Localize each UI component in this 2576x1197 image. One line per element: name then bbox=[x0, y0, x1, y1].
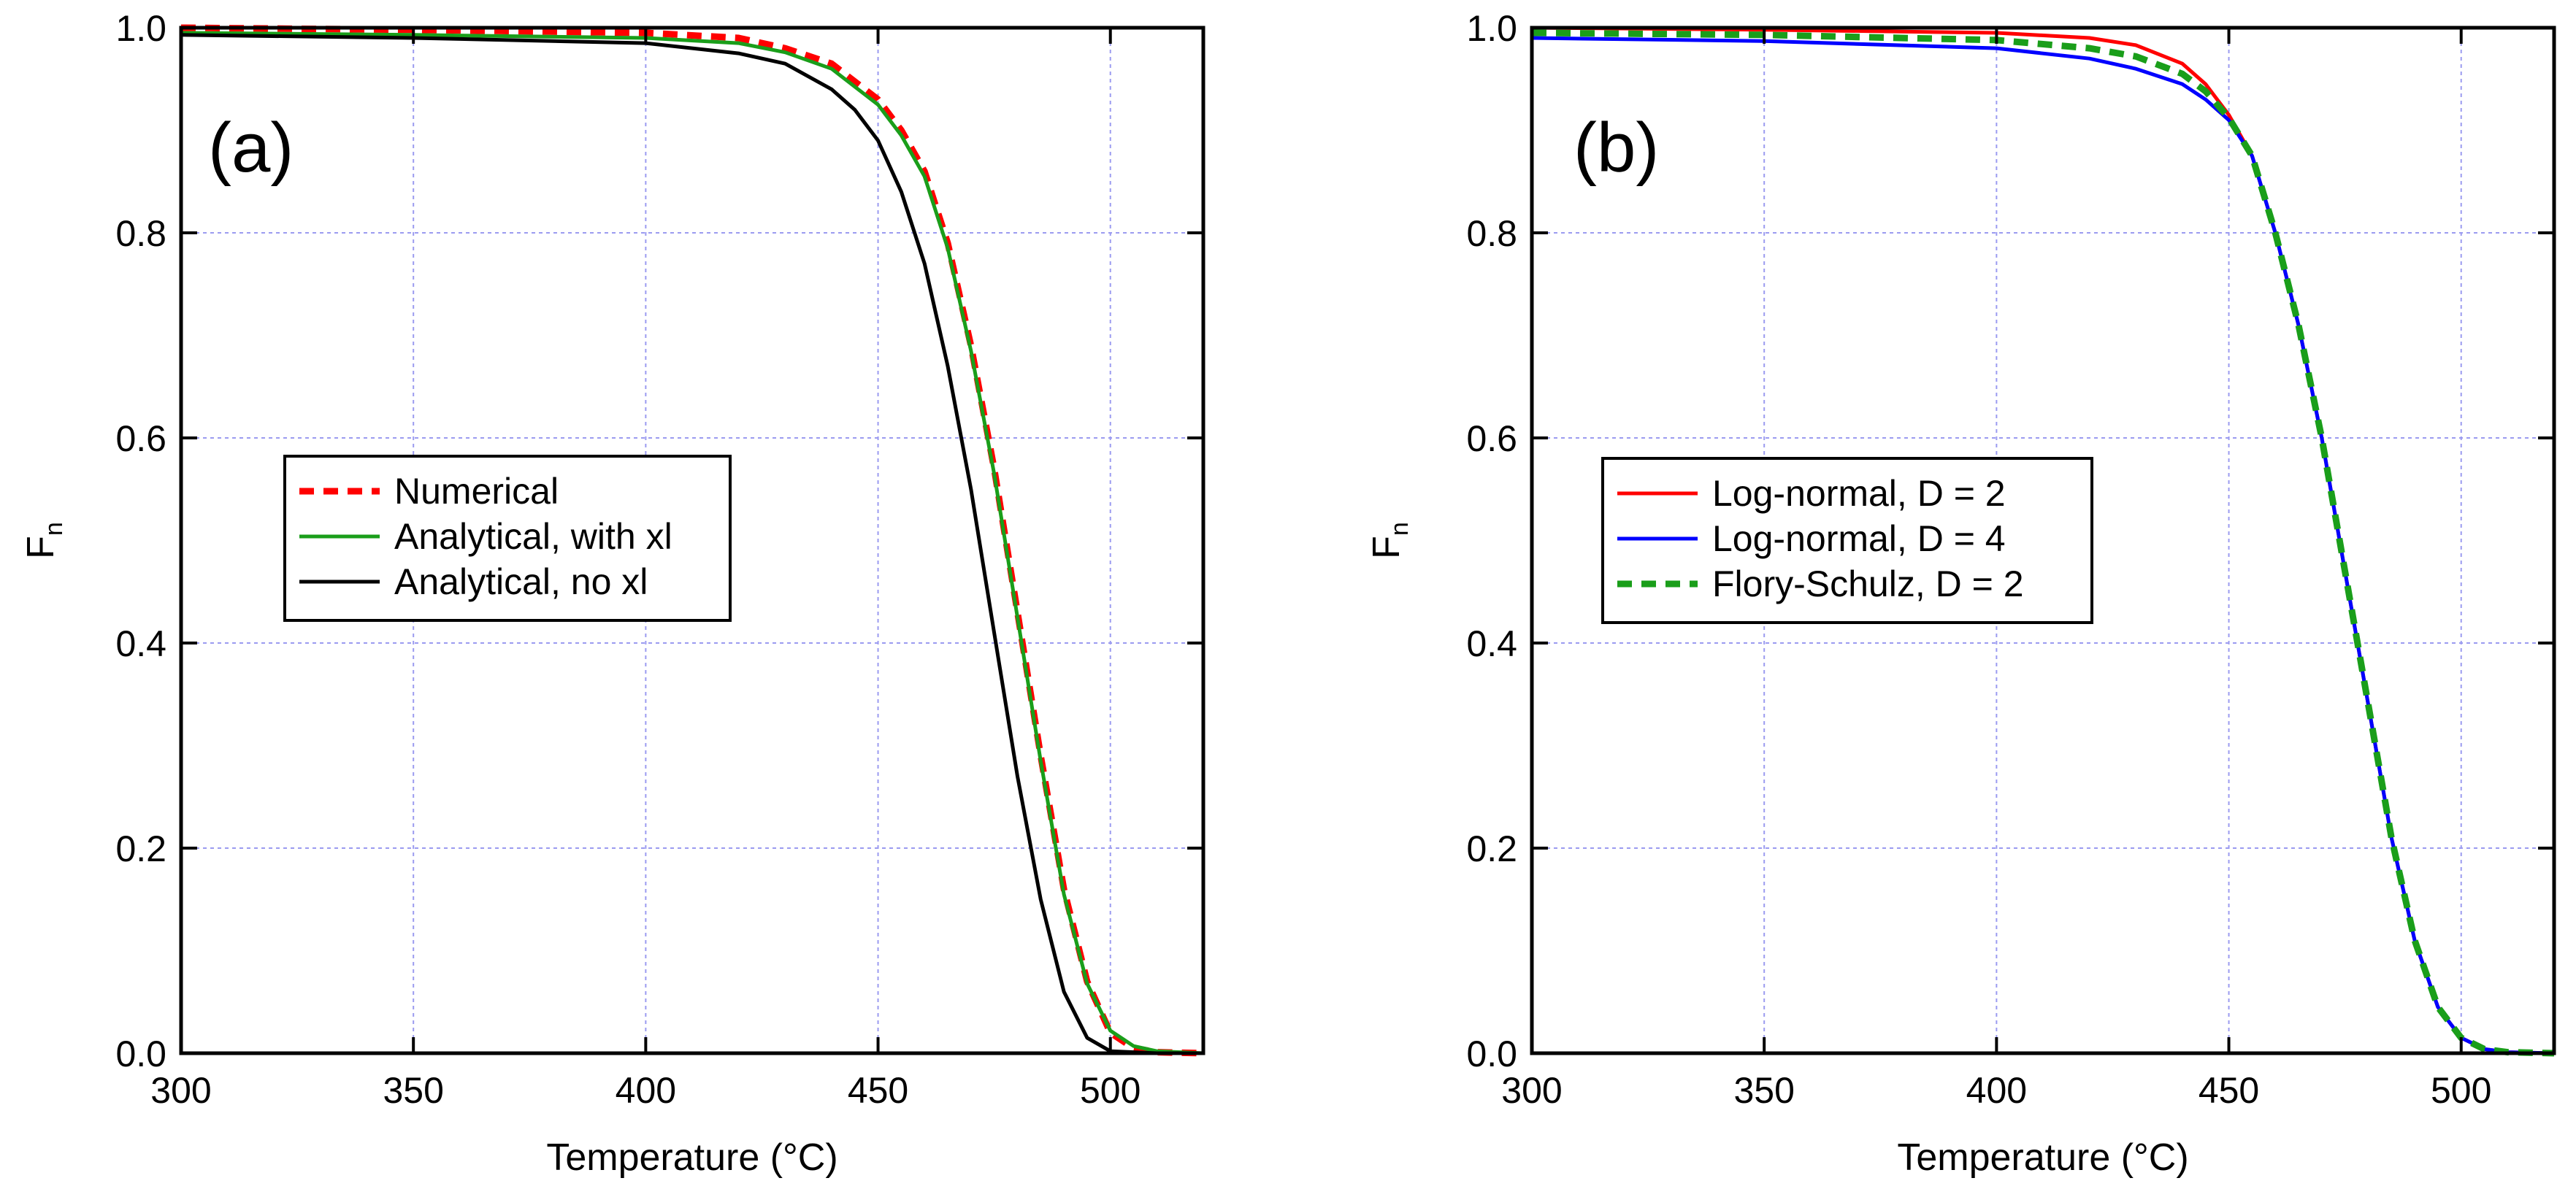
plot-frame bbox=[179, 26, 1205, 1055]
y-tick-label: 0.2 bbox=[1466, 828, 1517, 869]
y-tick-label: 0.6 bbox=[115, 418, 166, 459]
y-tick-label: 0.8 bbox=[115, 213, 166, 254]
x-tick-label: 400 bbox=[616, 1070, 676, 1111]
series-line-analytical-with-xl bbox=[180, 31, 1204, 1055]
y-tick-label: 0.2 bbox=[115, 828, 166, 869]
x-tick-label: 300 bbox=[150, 1070, 211, 1111]
y-axis-label: Fn bbox=[20, 522, 68, 559]
legend-entry: Analytical, with xl bbox=[394, 516, 672, 557]
series-line-log-normal-d-4 bbox=[1531, 36, 2555, 1055]
plot-frame bbox=[1530, 26, 2556, 1055]
x-tick-label: 500 bbox=[1080, 1070, 1141, 1111]
panel-label: (b) bbox=[1573, 109, 1659, 187]
x-tick-label: 450 bbox=[2199, 1070, 2259, 1111]
y-axis-label-subscript: n bbox=[40, 522, 68, 536]
y-tick-label: 1.0 bbox=[115, 8, 166, 49]
y-axis-label: Fn bbox=[1365, 522, 1414, 559]
panel-label: (a) bbox=[208, 109, 294, 187]
y-tick-label: 0.8 bbox=[1466, 213, 1517, 254]
x-axis-label: Temperature (°C) bbox=[1897, 1136, 2188, 1179]
legend-entry: Flory-Schulz, D = 2 bbox=[1712, 563, 2024, 604]
x-tick-label: 350 bbox=[1733, 1070, 1794, 1111]
chart-panel-b: 300 350 400 450 500 0.0 0.2 0.4 0.6 0.8 1.0 Tempera… bbox=[1365, 8, 2556, 1179]
legend-entry: Log-normal, D = 4 bbox=[1712, 518, 2006, 559]
legend-entry: Log-normal, D = 2 bbox=[1712, 473, 2006, 514]
y-axis-label-subscript: n bbox=[1386, 522, 1414, 536]
x-tick-label: 400 bbox=[1966, 1070, 2027, 1111]
legend-entry: Numerical bbox=[394, 471, 559, 512]
y-tick-label: 1.0 bbox=[1466, 8, 1517, 49]
legend-entry: Analytical, no xl bbox=[394, 561, 648, 602]
x-tick-label: 450 bbox=[848, 1070, 908, 1111]
y-axis-label-main: F bbox=[20, 536, 62, 559]
y-tick-label: 0.6 bbox=[1466, 418, 1517, 459]
x-tick-label: 500 bbox=[2431, 1070, 2491, 1111]
x-tick-label: 300 bbox=[1501, 1070, 1562, 1111]
y-axis-label-main: F bbox=[1365, 536, 1408, 559]
x-axis-label: Temperature (°C) bbox=[546, 1136, 837, 1179]
y-tick-label: 0.4 bbox=[1466, 623, 1517, 664]
x-tick-label: 350 bbox=[383, 1070, 443, 1111]
chart-panel-a: 300 350 400 450 500 0.0 0.2 0.4 0.6 0.8 1.0 Tempera… bbox=[20, 8, 1205, 1179]
series-line-analytical-no-xl bbox=[180, 33, 1203, 1055]
y-tick-label: 0.0 bbox=[1466, 1034, 1517, 1074]
y-tick-label: 0.4 bbox=[115, 623, 166, 664]
y-tick-label: 0.0 bbox=[115, 1034, 166, 1074]
